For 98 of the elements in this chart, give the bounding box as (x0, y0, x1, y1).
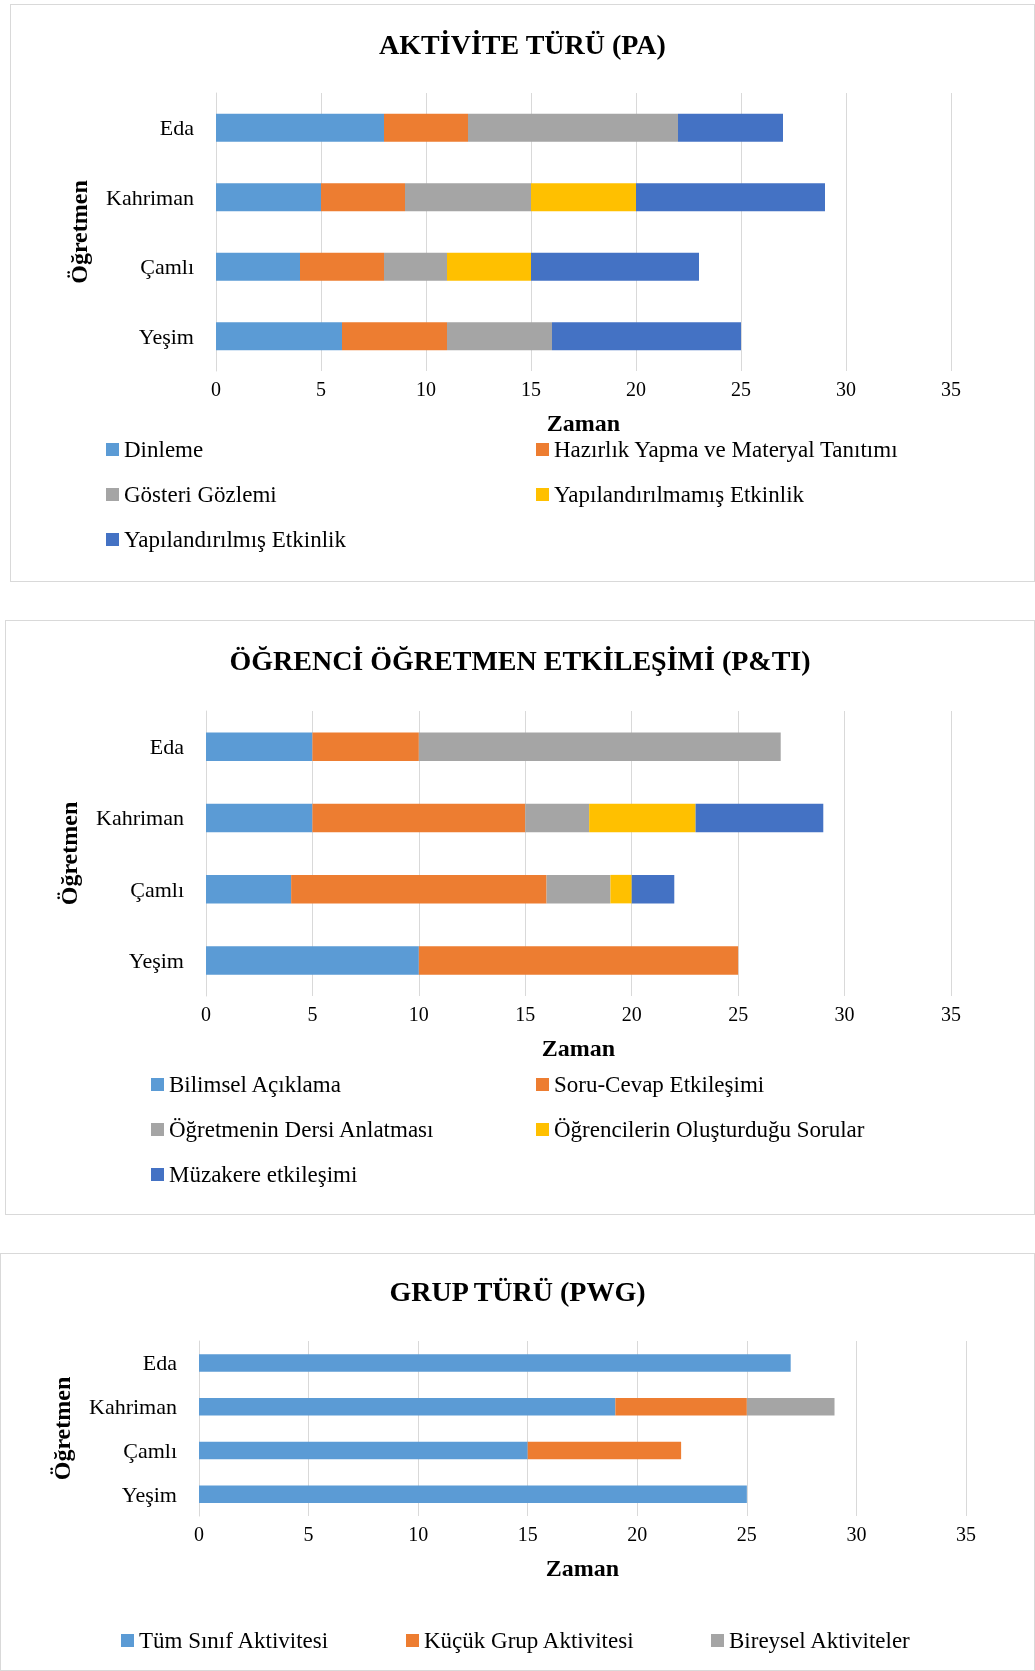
bar (527, 1441, 682, 1460)
bar (199, 1441, 528, 1460)
bar (300, 252, 384, 281)
x-tick-label: 5 (316, 378, 326, 400)
x-tick-label: 20 (621, 1003, 642, 1025)
x-tick-label: 10 (408, 1003, 429, 1025)
x-tick-label: 20 (626, 378, 646, 400)
bar (384, 113, 468, 142)
x-tick-label: 35 (941, 1003, 961, 1025)
chart-title: ÖĞRENCİ ÖĞRETMEN ETKİLEŞİMİ (P&TI) (229, 644, 811, 676)
y-tick-label: Eda (142, 1350, 178, 1376)
x-tick-label: 30 (846, 1523, 867, 1545)
bar (636, 183, 825, 212)
y-tick-label: Yeşim (121, 1481, 177, 1507)
bar (678, 113, 783, 142)
x-tick-label: 15 (521, 378, 541, 400)
legend-label: Öğrencilerin Oluşturduğu Sorular (554, 1117, 865, 1142)
bar (206, 946, 419, 975)
bar (615, 1397, 747, 1416)
bar (405, 183, 531, 212)
x-tick-label: 35 (956, 1523, 976, 1545)
legend-label: Yapılandırılmamış Etkinlik (554, 482, 805, 507)
bar (589, 803, 696, 833)
y-tick-label: Kahriman (89, 1394, 177, 1420)
bar (206, 874, 292, 904)
x-tick-label: 30 (836, 378, 856, 400)
legend-label: Öğretmenin Dersi Anlatması (169, 1117, 434, 1142)
x-tick-label: 0 (201, 1003, 211, 1025)
bar (552, 322, 741, 351)
x-tick-label: 25 (736, 1523, 757, 1545)
x-tick-label: 5 (307, 1003, 318, 1025)
bar (525, 803, 590, 833)
chart-title: AKTİVİTE TÜRÜ (PA) (379, 28, 666, 60)
y-tick-label: Eda (149, 734, 185, 760)
bar (447, 322, 552, 351)
y-tick-label: Kahriman (96, 805, 184, 831)
y-tick-label: Çamlı (130, 876, 184, 902)
bar (447, 252, 531, 281)
x-tick-label: 15 (517, 1523, 538, 1545)
legend-label: Hazırlık Yapma ve Materyal Tanıtımı (554, 437, 898, 462)
x-tick-label: 30 (834, 1003, 855, 1025)
bar (468, 113, 678, 142)
legend-label: Müzakere etkileşimi (169, 1162, 358, 1187)
legend-label: Soru-Cevap Etkileşimi (554, 1072, 765, 1097)
bar (631, 874, 675, 904)
bar (384, 252, 447, 281)
x-tick-label: 10 (416, 378, 436, 400)
chart-title: GRUP TÜRÜ (PWG) (389, 1275, 646, 1307)
x-tick-label: 0 (194, 1523, 204, 1545)
x-axis-title: Zaman (546, 410, 621, 436)
bar (695, 803, 824, 833)
legend-label: Dinleme (124, 437, 204, 462)
bar (216, 113, 384, 142)
bar (291, 874, 547, 904)
bar (199, 1354, 791, 1372)
bar (199, 1485, 747, 1503)
x-tick-label: 15 (515, 1003, 536, 1025)
x-axis-title: Zaman (541, 1035, 616, 1061)
bar (216, 183, 321, 212)
y-axis-title: Öğretmen (49, 1376, 75, 1481)
legend-label: Bireysel Aktiviteler (729, 1628, 911, 1653)
x-tick-label: 35 (941, 378, 961, 400)
x-tick-label: 5 (303, 1523, 314, 1545)
bar (206, 732, 313, 761)
bar (546, 874, 611, 904)
x-tick-label: 0 (211, 378, 221, 400)
legend-label: Tüm Sınıf Aktivitesi (139, 1628, 329, 1653)
bar (216, 252, 300, 281)
x-tick-label: 25 (731, 378, 751, 400)
x-axis-title: Zaman (545, 1555, 620, 1581)
bar (418, 946, 739, 975)
bar (321, 183, 405, 212)
y-axis-title: Öğretmen (56, 801, 82, 906)
bar (531, 183, 636, 212)
legend-label: Gösteri Gözlemi (124, 482, 277, 507)
legend-label: Küçük Grup Aktivitesi (424, 1628, 634, 1653)
bar (418, 732, 781, 761)
y-tick-label: Kahriman (106, 184, 194, 210)
y-tick-label: Yeşim (128, 947, 184, 973)
y-axis-title: Öğretmen (66, 180, 92, 284)
bar (312, 732, 419, 761)
bar (342, 322, 447, 351)
bar (216, 322, 342, 351)
x-tick-label: 25 (728, 1003, 749, 1025)
y-tick-label: Çamlı (123, 1437, 177, 1463)
x-tick-label: 20 (627, 1523, 648, 1545)
y-tick-label: Eda (159, 115, 195, 141)
bar (206, 803, 313, 833)
bar (531, 252, 699, 281)
legend-label: Yapılandırılmış Etkinlik (124, 527, 347, 552)
legend-label: Bilimsel Açıklama (169, 1072, 341, 1097)
bar (312, 803, 526, 833)
y-tick-label: Çamlı (140, 254, 194, 280)
bar (746, 1397, 835, 1416)
bar (610, 874, 632, 904)
x-tick-label: 10 (408, 1523, 429, 1545)
y-tick-label: Yeşim (138, 323, 194, 349)
bar (199, 1397, 616, 1416)
